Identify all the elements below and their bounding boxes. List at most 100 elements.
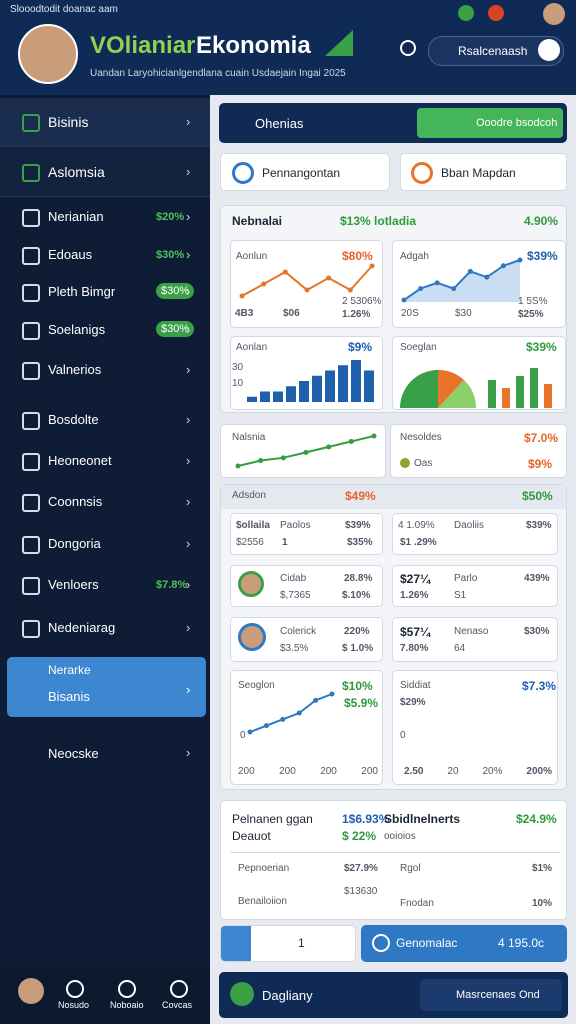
action-left[interactable]: 1 [298, 936, 305, 950]
active-line2[interactable]: Bisanis [48, 689, 90, 704]
chevron: › [186, 453, 191, 468]
nav-label[interactable]: Covcas [162, 1000, 193, 1010]
sidebar-label[interactable]: Nerianian [48, 209, 104, 224]
action-icon[interactable] [372, 934, 390, 952]
sidebar-label[interactable]: Heoneonet [48, 453, 112, 468]
trend-chart [235, 433, 377, 469]
axis-label: 0 [240, 730, 246, 741]
sidebar-label[interactable]: Valnerios [48, 362, 102, 377]
search-placeholder[interactable]: Rsalcenaash [458, 44, 528, 58]
action-button-label[interactable]: Ooodre bsodcoh [476, 117, 558, 129]
nav-icon[interactable] [118, 980, 136, 998]
action-card[interactable] [361, 925, 567, 962]
profile-name[interactable]: Bban Mapdan [441, 166, 516, 180]
row-card [392, 617, 558, 662]
graph-chart [247, 691, 335, 735]
user-avatar[interactable] [18, 24, 78, 84]
footer-button-label[interactable]: Masrcenaes Ond [456, 989, 540, 1001]
chevron: › [186, 682, 191, 697]
status-text: Slooodtodit doanac aam [10, 4, 118, 15]
footer-button[interactable] [420, 979, 562, 1011]
x-label: 200 [279, 766, 296, 777]
mini-label: $30 [455, 308, 472, 319]
summary-value: $24.9% [516, 812, 557, 826]
chevron: › [186, 322, 191, 337]
line-mark [303, 449, 309, 455]
cell: 220% [344, 626, 370, 637]
chevron: › [186, 412, 191, 427]
chevron: › [186, 494, 191, 509]
search-icon[interactable] [400, 40, 416, 56]
sidebar-label[interactable]: Nedeniarag [48, 620, 116, 635]
sidebar-icon [22, 164, 40, 182]
action-right[interactable]: Genomalac [396, 936, 458, 950]
nav-label[interactable]: Noboaio [110, 1000, 144, 1010]
sidebar-row[interactable] [0, 148, 210, 197]
nav-avatar[interactable] [18, 978, 44, 1004]
sidebar-row[interactable] [0, 98, 210, 147]
search-go[interactable] [538, 39, 560, 61]
active-line1[interactable]: Nerarke [48, 663, 91, 677]
status-icon [488, 5, 504, 21]
nav-icon[interactable] [66, 980, 84, 998]
sidebar-icon [22, 284, 40, 302]
chevron: › [186, 536, 191, 551]
area-mark [451, 286, 457, 292]
bar-mark [325, 370, 335, 402]
row-card [392, 565, 558, 607]
mini-title: Soeglan [400, 342, 437, 353]
line-mark [369, 263, 375, 269]
table-cell: 10% [532, 898, 553, 909]
cell: $3.5% [280, 643, 309, 654]
sidebar-label[interactable]: Edoaus [48, 247, 93, 262]
line-mark [296, 710, 302, 716]
line-mark [280, 716, 286, 722]
graph-card [392, 670, 558, 785]
nav-label[interactable]: Nosudo [58, 1000, 90, 1010]
cell: 7.80% [400, 643, 429, 654]
cell: $ollaila [236, 520, 270, 531]
action-button[interactable] [417, 108, 563, 138]
line-mark [326, 444, 332, 450]
sidebar-label[interactable]: Coonnsis [48, 494, 103, 509]
chevron: › [186, 620, 191, 635]
sidebar-label[interactable]: Aslomsia [48, 164, 105, 180]
sidebar-icon [22, 536, 40, 554]
bar-mark [286, 386, 296, 402]
bar-mark [273, 391, 283, 402]
sidebar [0, 95, 210, 968]
subtitle: Uandan Laryohicianlgendlana cuain Usdaej… [90, 68, 346, 79]
area-mark [467, 268, 473, 274]
sidebar-value: $20% [156, 211, 185, 223]
bar-mark [247, 396, 257, 402]
pie-bars [400, 368, 552, 408]
chevron: › [186, 362, 191, 377]
mini-label: 4B3 [235, 308, 254, 319]
avatar [238, 571, 264, 597]
sidebar-label[interactable]: Bosdolte [48, 412, 99, 427]
chevron: › [186, 577, 191, 592]
action-icon[interactable] [221, 926, 251, 961]
cell: $39% [526, 520, 552, 531]
area-mark [517, 257, 523, 263]
active-item[interactable] [7, 657, 206, 717]
graph-value: $10% [342, 679, 373, 693]
profile-name[interactable]: Pennangontan [262, 166, 341, 180]
bar-mark [260, 391, 270, 402]
sidebar-label[interactable]: Venloers [48, 577, 99, 592]
sidebar-label[interactable]: Pleth Bimgr [48, 284, 116, 299]
summary-sub-value: $ 22% [342, 829, 377, 843]
action-right-value[interactable]: 4 195.0c [498, 936, 545, 950]
cell: $2556 [236, 537, 264, 548]
sidebar-item[interactable]: Neocske [48, 746, 99, 761]
mini-title: Aonlun [236, 251, 268, 262]
sidebar-label[interactable]: Bisinis [48, 114, 89, 130]
table-cell: $1% [532, 863, 553, 874]
mini-label: $06 [283, 308, 300, 319]
sidebar-label[interactable]: Soelanigs [48, 322, 106, 337]
table-cell: $27.9% [344, 863, 378, 874]
sidebar-label[interactable]: Dongoria [48, 536, 101, 551]
nav-icon[interactable] [170, 980, 188, 998]
row-card [230, 513, 383, 555]
area-mark [403, 259, 521, 301]
